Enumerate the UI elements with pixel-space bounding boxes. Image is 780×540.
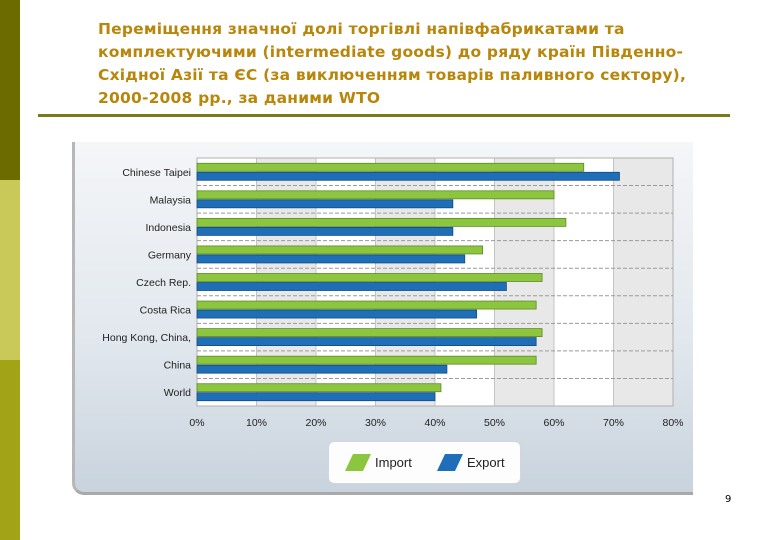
grid-band <box>256 158 316 406</box>
export-bar-4 <box>196 282 507 291</box>
grid-band <box>613 158 673 406</box>
category-label-1: Malaysia <box>150 194 192 206</box>
import-bar-8 <box>196 383 442 393</box>
category-label-5: Costa Rica <box>140 305 192 317</box>
x-tick-label-4: 40% <box>424 417 445 429</box>
chart-legend: Import Export <box>328 441 521 484</box>
export-bar-0 <box>196 171 620 181</box>
import-bar-0 <box>196 162 585 172</box>
import-legend-label: Import <box>375 455 412 470</box>
export-legend-label: Export <box>467 455 505 470</box>
x-tick-label-3: 30% <box>365 417 386 429</box>
import-bar-3 <box>196 245 484 255</box>
grid-band <box>435 158 495 406</box>
category-label-0: Chinese Taipei <box>122 167 191 179</box>
export-bar-8 <box>196 392 436 402</box>
accent-strip-bottom <box>0 360 20 540</box>
x-tick-label-6: 60% <box>543 417 564 429</box>
grid-band <box>197 158 257 406</box>
import-bar-6 <box>196 328 543 338</box>
x-tick-label-7: 70% <box>603 417 624 429</box>
export-bar-7 <box>196 364 448 374</box>
accent-strip-middle <box>0 180 20 360</box>
export-bar-6 <box>196 337 537 347</box>
import-bar-7 <box>196 355 537 365</box>
plot-frame <box>196 157 674 407</box>
grid-band <box>316 158 376 406</box>
import-bar-4 <box>196 273 543 282</box>
import-bar-2 <box>196 217 567 227</box>
export-legend-swatch <box>437 454 463 471</box>
x-tick-label-8: 80% <box>662 417 683 429</box>
category-label-6: Hong Kong, China, <box>102 332 191 344</box>
x-tick-label-5: 50% <box>484 417 505 429</box>
grid-band <box>494 158 554 406</box>
import-bar-5 <box>196 300 537 310</box>
export-bar-1 <box>196 199 454 209</box>
import-bar-1 <box>196 190 555 200</box>
accent-strip-top <box>0 0 20 180</box>
x-tick-label-2: 20% <box>305 417 326 429</box>
page-number: 9 <box>725 494 732 505</box>
category-label-4: Czech Rep. <box>136 277 191 289</box>
export-bar-3 <box>196 254 466 264</box>
x-tick-label-0: 0% <box>189 417 204 429</box>
export-bar-5 <box>196 309 478 319</box>
grid-band <box>375 158 435 406</box>
export-bar-2 <box>196 226 454 236</box>
category-label-8: World <box>164 387 191 399</box>
category-label-7: China <box>164 360 192 372</box>
title-divider <box>38 114 730 117</box>
grid-band <box>554 158 614 406</box>
category-label-3: Germany <box>148 249 192 261</box>
import-legend-swatch <box>345 454 371 471</box>
category-label-2: Indonesia <box>145 222 191 234</box>
slide-title: Переміщення значної долі торгівлі напівф… <box>98 20 687 107</box>
x-tick-label-1: 10% <box>246 417 267 429</box>
